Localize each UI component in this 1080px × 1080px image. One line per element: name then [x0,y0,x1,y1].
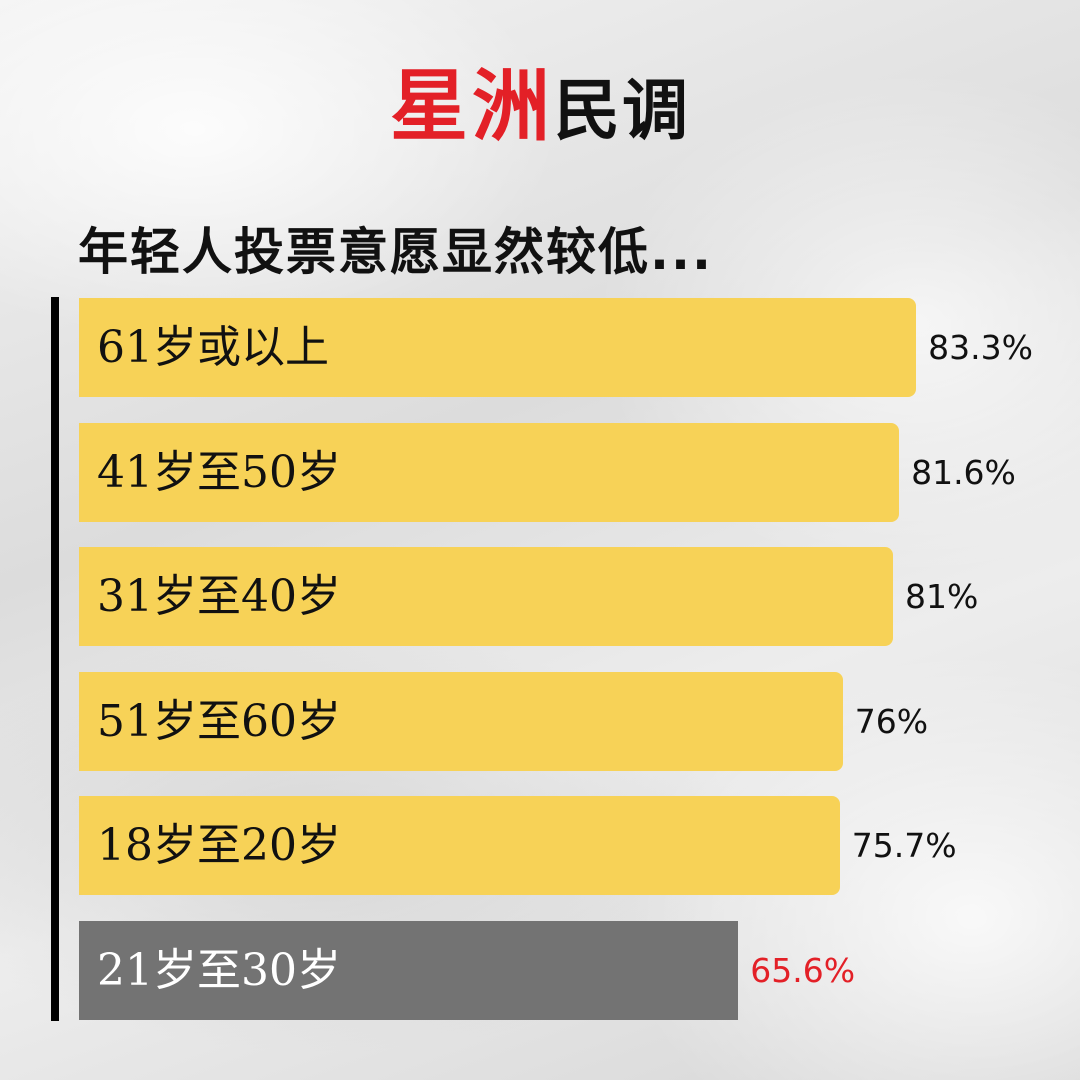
chart-title: 年轻人投票意愿显然较低... [78,223,713,281]
bar-value-label: 81.6% [911,452,1016,492]
logo-red-text: 星洲 [389,61,554,152]
bar [79,547,894,646]
bar-category-label: 51岁至60岁 [97,695,341,747]
bar [79,920,739,1020]
bar-category-label: 31岁至40岁 [97,571,341,622]
logo-black-text: 民调 [554,71,690,149]
bar [79,422,900,522]
bar [79,298,917,397]
bar-value-label: 83.3% [928,328,1033,367]
bar-value-label: 76% [854,701,929,741]
bar-category-label: 21岁至30岁 [97,944,341,996]
bar-value-label: 65.6% [750,950,856,990]
bar-category-label: 18岁至20岁 [97,820,341,871]
logo: 星洲民调 [0,52,1080,162]
bar-category-label: 61岁或以上 [97,322,329,373]
axis-line [51,297,59,1021]
bar [79,671,843,771]
bar-value-label: 75.7% [851,826,957,865]
bar-value-label: 81% [905,577,979,616]
bar-category-label: 41岁至50岁 [97,446,341,498]
bar [79,796,840,895]
